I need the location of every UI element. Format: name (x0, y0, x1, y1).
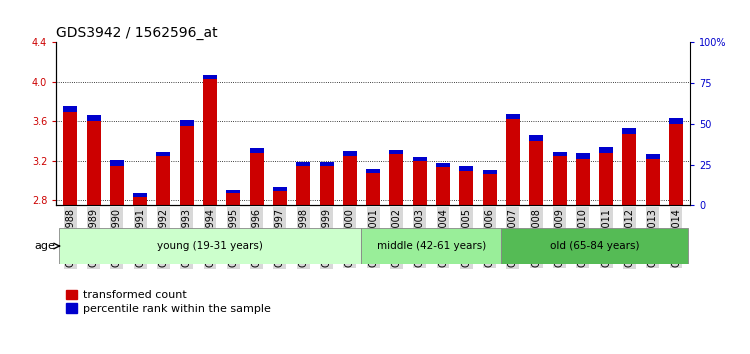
Bar (273, 190, 287, 205)
Bar (180, 126, 194, 205)
Bar (599, 153, 613, 205)
Bar (203, 79, 217, 205)
Bar (86, 121, 100, 205)
Bar (501, 228, 688, 264)
Bar (530, 141, 543, 205)
Bar (58, 228, 362, 264)
Bar (646, 154, 660, 159)
Bar (110, 166, 124, 205)
Bar (320, 162, 334, 166)
Bar (134, 194, 147, 198)
Bar (506, 119, 520, 205)
Bar (459, 171, 473, 205)
Bar (553, 156, 566, 205)
Bar (576, 159, 590, 205)
Text: middle (42-61 years): middle (42-61 years) (376, 241, 486, 251)
Bar (413, 157, 427, 161)
Bar (622, 134, 637, 205)
Bar (250, 148, 263, 153)
Bar (646, 159, 660, 205)
Bar (599, 147, 613, 153)
Bar (226, 194, 240, 205)
Bar (63, 105, 77, 112)
Bar (226, 189, 240, 194)
Text: age: age (34, 241, 55, 251)
Bar (530, 135, 543, 141)
Bar (63, 112, 77, 205)
Bar (436, 167, 450, 205)
Bar (180, 120, 194, 126)
Bar (483, 174, 496, 205)
Text: young (19-31 years): young (19-31 years) (157, 241, 263, 251)
Bar (669, 124, 683, 205)
Bar (296, 162, 310, 166)
Bar (553, 152, 566, 156)
Bar (459, 166, 473, 171)
Bar (669, 119, 683, 124)
Bar (366, 173, 380, 205)
Bar (250, 153, 263, 205)
Bar (157, 152, 170, 156)
Bar (273, 187, 287, 190)
Bar (343, 151, 357, 156)
Bar (203, 75, 217, 79)
Bar (576, 153, 590, 159)
Bar (622, 129, 637, 134)
Bar (296, 166, 310, 205)
Text: old (65-84 years): old (65-84 years) (550, 241, 639, 251)
Bar (436, 163, 450, 167)
Bar (366, 169, 380, 173)
Bar (157, 156, 170, 205)
Bar (362, 228, 501, 264)
Bar (413, 161, 427, 205)
Bar (320, 166, 334, 205)
Bar (134, 198, 147, 205)
Bar (343, 156, 357, 205)
Bar (86, 115, 100, 121)
Bar (389, 154, 404, 205)
Bar (110, 160, 124, 166)
Legend: transformed count, percentile rank within the sample: transformed count, percentile rank withi… (62, 285, 275, 318)
Bar (483, 170, 496, 174)
Bar (389, 150, 404, 154)
Text: GDS3942 / 1562596_at: GDS3942 / 1562596_at (56, 26, 217, 40)
Bar (506, 114, 520, 119)
